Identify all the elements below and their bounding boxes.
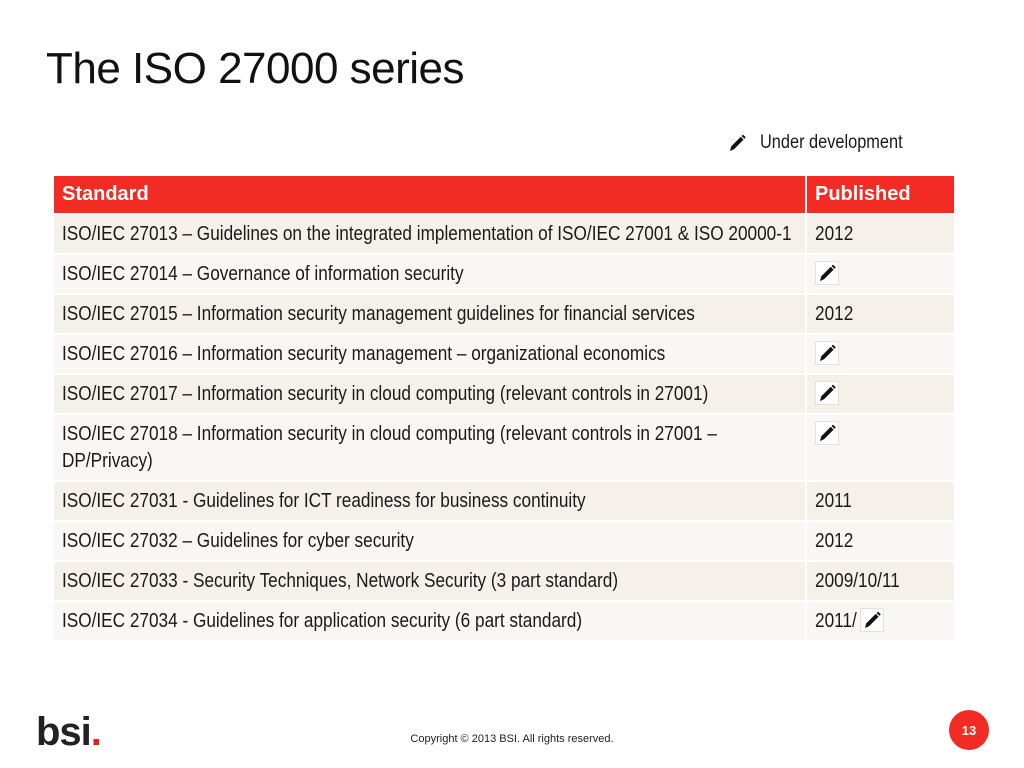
column-header-standard: Standard <box>54 176 807 214</box>
standard-text: ISO/IEC 27016 – Information security man… <box>62 343 666 365</box>
table-row: ISO/IEC 27033 - Security Techniques, Net… <box>54 560 954 601</box>
pencil-icon <box>815 261 839 285</box>
legend: Under development <box>726 128 926 158</box>
standard-text: ISO/IEC 27032 – Guidelines for cyber sec… <box>62 530 414 552</box>
table-row: ISO/IEC 27013 – Guidelines on the integr… <box>54 213 954 254</box>
published-text: 2012 <box>815 223 854 245</box>
standard-cell: ISO/IEC 27033 - Security Techniques, Net… <box>54 560 807 601</box>
page-number-badge: 13 <box>949 710 989 750</box>
standards-table: Standard Published ISO/IEC 27013 – Guide… <box>54 176 954 640</box>
standard-cell: ISO/IEC 27017 – Information security in … <box>54 373 807 414</box>
pencil-icon <box>726 132 748 154</box>
standard-cell: ISO/IEC 27013 – Guidelines on the integr… <box>54 213 807 254</box>
pencil-icon <box>859 608 884 632</box>
standard-text: ISO/IEC 27014 – Governance of informatio… <box>62 263 464 285</box>
standard-cell: ISO/IEC 27031 - Guidelines for ICT readi… <box>54 480 807 521</box>
published-cell: 2012 <box>806 520 954 561</box>
standard-text: ISO/IEC 27017 – Information security in … <box>62 383 709 405</box>
standard-text: ISO/IEC 27015 – Information security man… <box>62 303 695 325</box>
standard-text: ISO/IEC 27018 – Information security in … <box>62 423 717 472</box>
table-row: ISO/IEC 27018 – Information security in … <box>54 413 954 481</box>
published-cell <box>806 373 954 414</box>
published-text: 2012 <box>815 303 854 325</box>
column-header-published: Published <box>806 176 954 214</box>
table-body: ISO/IEC 27013 – Guidelines on the integr… <box>54 213 954 640</box>
standard-cell: ISO/IEC 27018 – Information security in … <box>54 413 807 481</box>
standard-text: ISO/IEC 27034 - Guidelines for applicati… <box>62 610 583 632</box>
bsi-logo-text: bsi <box>36 710 92 754</box>
standard-text: ISO/IEC 27013 – Guidelines on the integr… <box>62 223 792 245</box>
published-cell: 2009/10/11 <box>806 560 954 601</box>
published-cell: 2011 <box>806 480 954 521</box>
standard-cell: ISO/IEC 27032 – Guidelines for cyber sec… <box>54 520 807 561</box>
published-cell <box>806 413 954 481</box>
table-row: ISO/IEC 27031 - Guidelines for ICT readi… <box>54 480 954 521</box>
published-text: 2012 <box>815 530 854 552</box>
published-cell <box>806 253 954 294</box>
table-row: ISO/IEC 27032 – Guidelines for cyber sec… <box>54 520 954 561</box>
table-row: ISO/IEC 27015 – Information security man… <box>54 293 954 334</box>
published-cell: 2012 <box>806 293 954 334</box>
standard-cell: ISO/IEC 27015 – Information security man… <box>54 293 807 334</box>
standards-table-container: Standard Published ISO/IEC 27013 – Guide… <box>54 176 954 640</box>
pencil-icon <box>815 381 839 405</box>
standard-text: ISO/IEC 27031 - Guidelines for ICT readi… <box>62 490 586 512</box>
table-row: ISO/IEC 27017 – Information security in … <box>54 373 954 414</box>
copyright-text: Copyright © 2013 BSI. All rights reserve… <box>410 733 614 745</box>
standard-cell: ISO/IEC 27016 – Information security man… <box>54 333 807 374</box>
slide-title: The ISO 27000 series <box>46 44 465 93</box>
pencil-icon <box>815 341 839 365</box>
table-row: ISO/IEC 27014 – Governance of informatio… <box>54 253 954 294</box>
published-cell: 2011/ <box>806 600 954 640</box>
published-text: 2009/10/11 <box>815 570 900 592</box>
bsi-logo-dot: . <box>90 710 102 754</box>
legend-label: Under development <box>760 132 903 153</box>
published-cell: 2012 <box>806 213 954 254</box>
published-text: 2011/ <box>815 610 857 632</box>
bsi-logo: bsi. <box>36 710 102 754</box>
published-text: 2011 <box>815 490 852 512</box>
standard-cell: ISO/IEC 27034 - Guidelines for applicati… <box>54 600 807 640</box>
table-row: ISO/IEC 27016 – Information security man… <box>54 333 954 374</box>
table-header-row: Standard Published <box>54 176 954 214</box>
standard-cell: ISO/IEC 27014 – Governance of informatio… <box>54 253 807 294</box>
published-cell <box>806 333 954 374</box>
standard-text: ISO/IEC 27033 - Security Techniques, Net… <box>62 570 619 592</box>
table-row: ISO/IEC 27034 - Guidelines for applicati… <box>54 600 954 640</box>
pencil-icon <box>815 421 839 445</box>
